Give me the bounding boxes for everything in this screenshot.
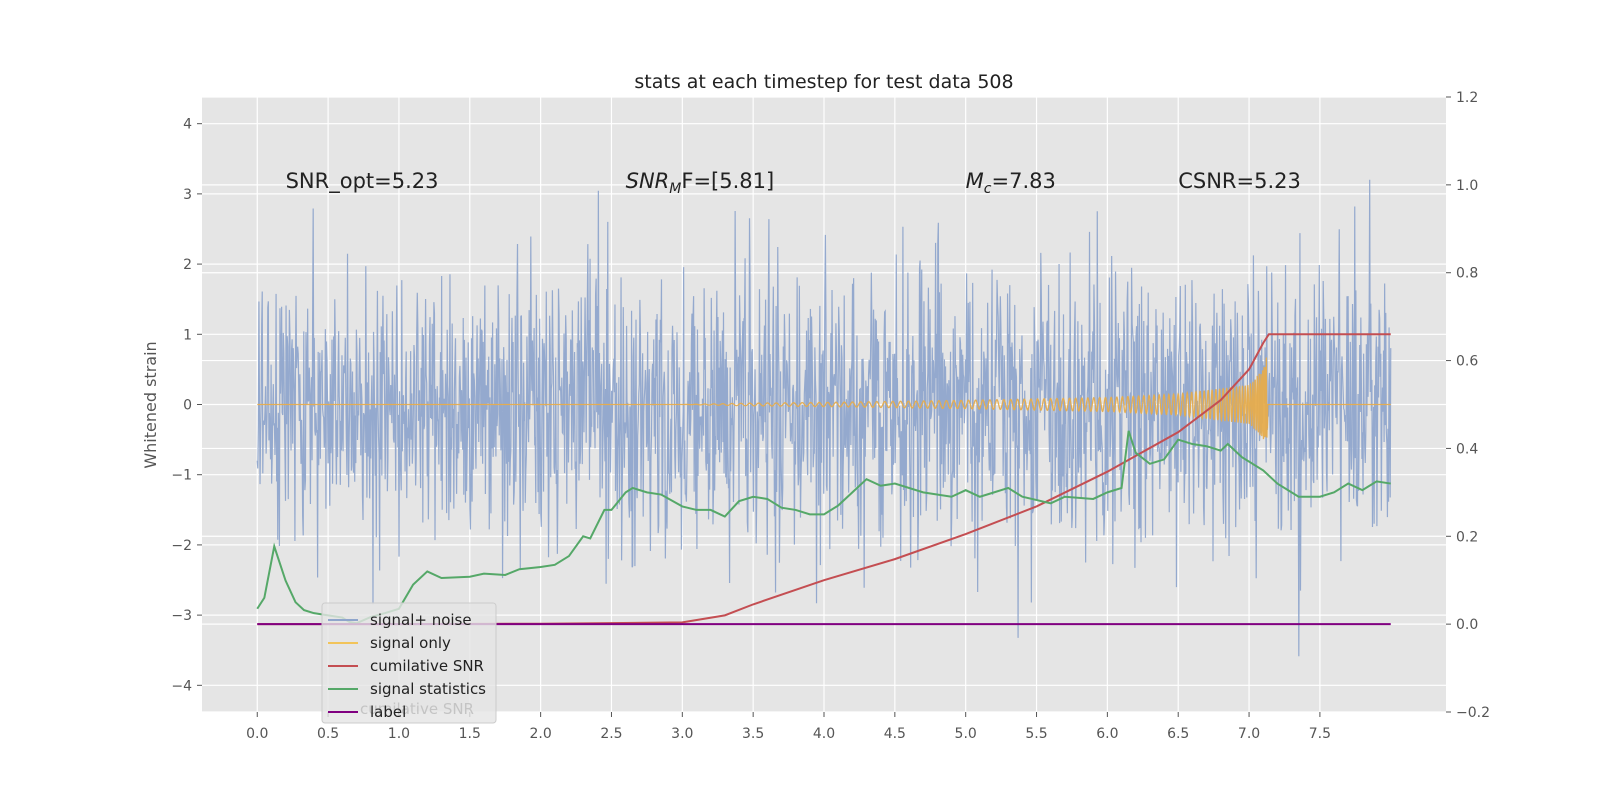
legend-label: cumilative SNR: [370, 657, 484, 675]
legend-label: signal+ noise: [370, 611, 472, 629]
annotation-suffix: =7.83: [992, 169, 1056, 193]
y2-tick-label: 0.0: [1456, 617, 1478, 633]
legend: cumilative SNR signal+ noise signal only c…: [321, 602, 497, 724]
annotation-main: SNR_opt=5.23: [286, 169, 439, 194]
y2-tick-label: 0.6: [1456, 354, 1478, 370]
x-tick-label: 1.5: [459, 726, 481, 742]
x-tick-label: 4.5: [884, 726, 906, 742]
annotation-subscript: c: [984, 181, 992, 197]
y-tick-label: 0: [183, 398, 192, 414]
y-tick-label: 4: [183, 117, 192, 133]
y-tick-label: −3: [171, 608, 192, 624]
annotation-main: SNR: [626, 169, 670, 193]
legend-label: signal only: [370, 634, 451, 652]
x-tick-label: 6.5: [1167, 726, 1189, 742]
y2-tick-label: 1.2: [1456, 90, 1478, 106]
legend-ghost-text: cumilative SNR: [360, 700, 474, 718]
x-tick-label: 2.0: [529, 726, 551, 742]
y2-tick-label: −0.2: [1456, 705, 1490, 721]
legend-entries: signal+ noise signal only cumilative SNR si…: [328, 611, 486, 721]
annotation-main: CSNR=5.23: [1178, 169, 1301, 193]
y-tick-label: 1: [183, 327, 192, 343]
x-tick-label: 4.0: [813, 726, 835, 742]
annotation-text: Mc=7.83: [966, 169, 1056, 197]
series-cumilative-snr: [257, 333, 1391, 626]
y2-tick-label: 0.2: [1456, 529, 1478, 545]
annotation-main: M: [966, 169, 984, 193]
annotation-text: CSNR=5.23: [1178, 169, 1301, 193]
legend-label: signal statistics: [370, 680, 486, 698]
x-tick-label: 5.5: [1025, 726, 1047, 742]
x-tick-label: 7.0: [1238, 726, 1260, 742]
annotation-layer: SNR_opt=5.23 SNRMF=[5.81] Mc=7.83 CSNR=5.23: [286, 169, 1301, 197]
chart-title: stats at each timestep for test data 508: [634, 71, 1013, 93]
x-tick-label: 0.0: [246, 726, 268, 742]
x-tick-label: 1.0: [388, 726, 410, 742]
y2-tick-label: 0.4: [1456, 441, 1478, 457]
axes-layer: 0.0 0.5 1.0 1.5 2.0 2.5 3.0 3.5 4.0 4.5 5.0 5.5 6.0 6…: [171, 90, 1490, 742]
annotation-text: SNRMF=[5.81]: [626, 169, 775, 197]
x-tick-label: 6.0: [1096, 726, 1118, 742]
y-tick-label: −4: [171, 678, 192, 694]
legend-label: label: [370, 703, 406, 721]
legend-box: [321, 602, 497, 724]
annotation-suffix: F=[5.81]: [681, 169, 774, 193]
x-tick-label: 5.0: [955, 726, 977, 742]
x-tick-label: 0.5: [317, 726, 339, 742]
y-tick-label: −2: [171, 538, 192, 554]
x-tick-label: 2.5: [600, 726, 622, 742]
annotation-subscript: M: [669, 181, 681, 197]
y-tick-label: 3: [183, 187, 192, 203]
x-tick-label: 3.0: [671, 726, 693, 742]
x-tick-label: 7.5: [1309, 726, 1331, 742]
y2-tick-label: 1.0: [1456, 178, 1478, 194]
y2-tick-label: 0.8: [1456, 266, 1478, 282]
y-tick-label: −1: [171, 468, 192, 484]
y-axis-label: Whitened strain: [141, 341, 160, 468]
series-signal-plus-noise: [256, 179, 1392, 657]
series-signal-only: [257, 357, 1391, 440]
x-tick-label: 3.5: [742, 726, 764, 742]
annotation-text: SNR_opt=5.23: [286, 169, 439, 194]
y-tick-label: 2: [183, 257, 192, 273]
